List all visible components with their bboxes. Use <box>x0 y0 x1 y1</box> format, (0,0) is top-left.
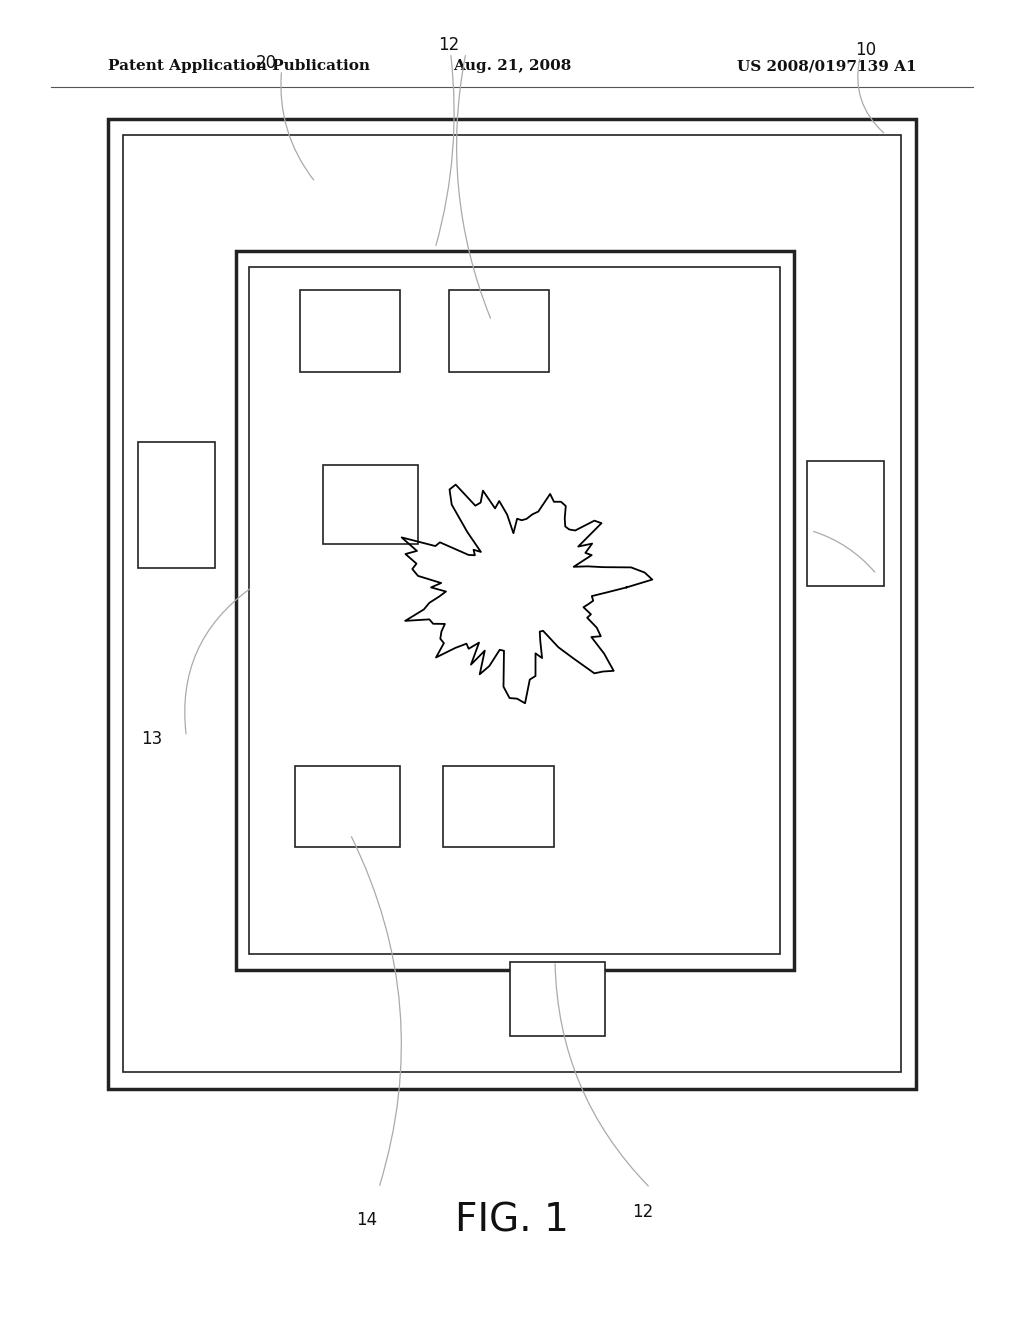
Bar <box>807 461 884 586</box>
Bar <box>510 962 605 1036</box>
Bar <box>295 766 400 847</box>
Text: 13: 13 <box>141 730 162 748</box>
Text: FIG. 1: FIG. 1 <box>455 1203 569 1239</box>
Text: 12: 12 <box>438 36 459 54</box>
Bar <box>323 465 418 544</box>
Text: 14: 14 <box>356 1210 377 1229</box>
Bar <box>108 119 916 1089</box>
Bar <box>236 251 794 970</box>
Bar <box>443 766 554 847</box>
Text: 12: 12 <box>633 1203 653 1221</box>
Text: Aug. 21, 2008: Aug. 21, 2008 <box>453 59 571 74</box>
Text: Patent Application Publication: Patent Application Publication <box>108 59 370 74</box>
Text: 20: 20 <box>256 54 276 73</box>
Text: US 2008/0197139 A1: US 2008/0197139 A1 <box>737 59 916 74</box>
Bar <box>138 442 215 568</box>
Bar <box>449 290 549 372</box>
Bar <box>300 290 400 372</box>
Bar <box>249 267 780 954</box>
Text: 10: 10 <box>855 41 876 59</box>
Bar <box>123 135 901 1072</box>
